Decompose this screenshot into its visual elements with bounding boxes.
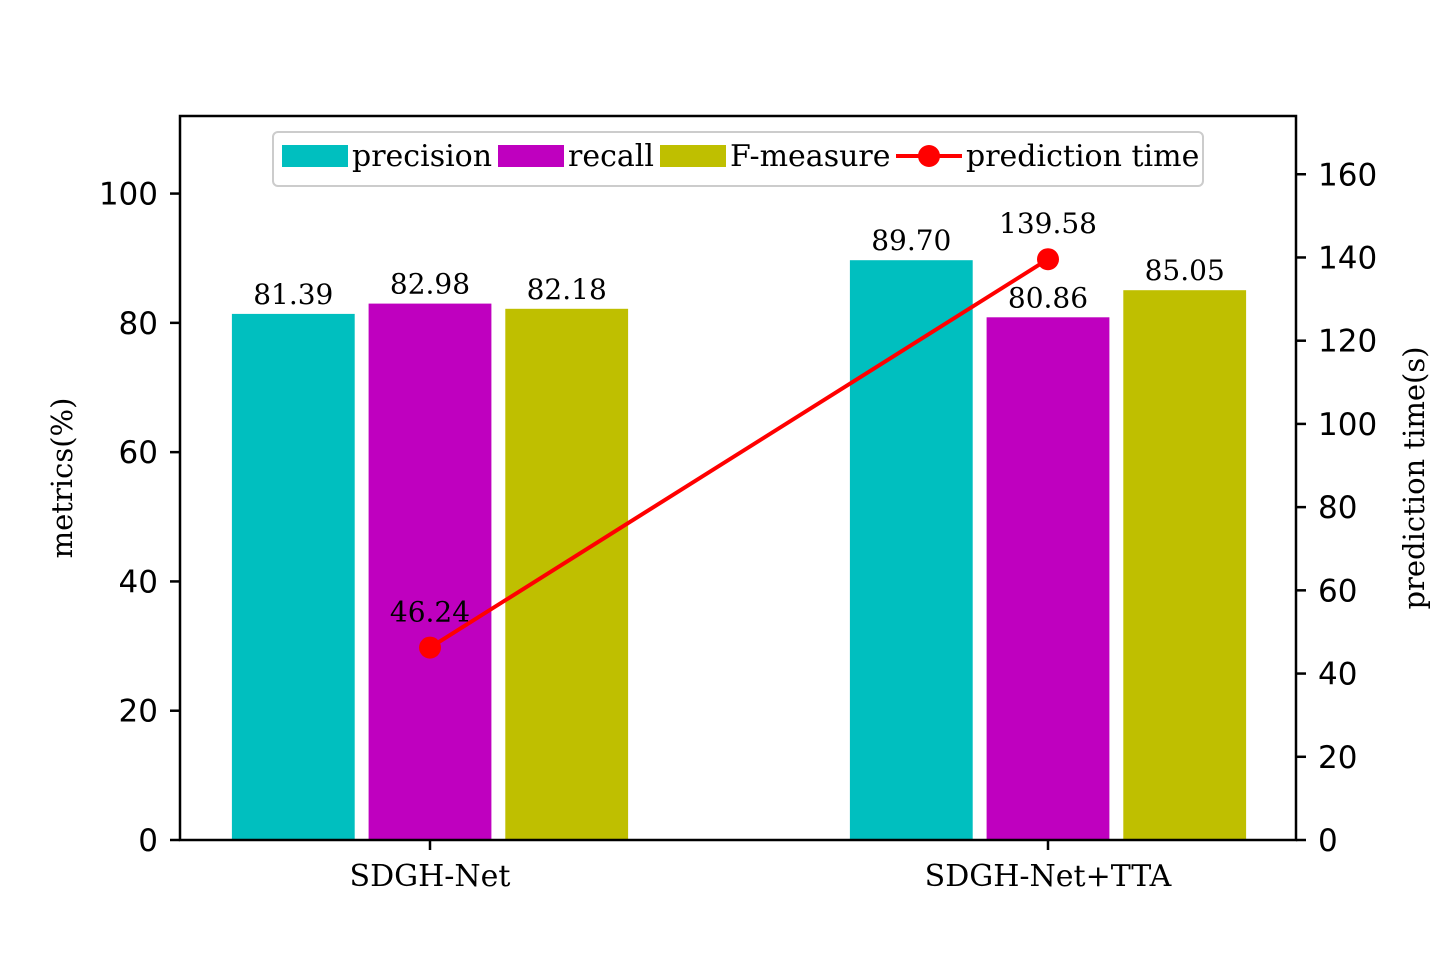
y-tick-label-right-120: 120 [1318,324,1377,360]
bar-precision-1 [849,260,973,840]
y-tick-label-right-0: 0 [1318,823,1338,859]
y-tick-label-left-40: 40 [119,564,158,600]
y-axis-title-right: prediction time(s) [1397,346,1431,609]
y-tick-label-left-60: 60 [119,435,158,471]
axes-layer: 0 20 40 60 80 100 0 20 40 60 80 100 120 140 160 SDGH-Ne… [45,114,1431,894]
x-tick-label-0: SDGH-Net [350,859,511,894]
y-tick-label-right-40: 40 [1318,657,1357,693]
y-tick-label-right-140: 140 [1318,240,1377,276]
legend: precision recall F-measure prediction time [272,131,1204,187]
legend-recall-swatch [498,145,564,167]
legend-precision-label: precision [352,139,492,174]
data-label-recall-1: 80.86 [1008,281,1088,314]
y-tick-label-right-20: 20 [1318,740,1357,776]
prediction-time-point-0 [419,636,441,659]
legend-precision-swatch [282,145,348,167]
y-tick-label-left-0: 0 [138,823,158,859]
data-label-precision-1: 89.70 [871,224,951,257]
prediction-time-point-1 [1037,248,1059,271]
plot-frame [178,114,1298,842]
bar-recall-0 [368,303,492,841]
y-tick-label-left-80: 80 [119,306,158,342]
legend-prediction-time-label: prediction time [966,139,1199,174]
bar-precision-0 [231,313,355,840]
legend-recall-label: recall [568,139,654,174]
y-tick-label-right-100: 100 [1318,407,1377,443]
prediction-time-label-0: 46.24 [390,596,470,629]
bars-layer [231,260,1247,841]
y-tick-label-right-160: 160 [1318,157,1377,193]
line-layer [419,248,1059,659]
y-axis-title-left: metrics(%) [45,398,79,559]
data-label-f-measure-1: 85.05 [1145,254,1225,287]
prediction-time-line [428,257,1050,650]
legend-f-measure-swatch [660,145,726,167]
y-tick-label-right-80: 80 [1318,490,1357,526]
prediction-time-label-1: 139.58 [999,207,1097,240]
bar-f-measure-0 [505,308,629,840]
y-tick-label-left-100: 100 [99,177,158,213]
data-label-f-measure-0: 82.18 [527,273,607,306]
labels-layer: 81.39 89.70 82.98 80.86 82.18 85.05 46.24 139.5… [253,207,1225,628]
data-label-precision-0: 81.39 [253,278,333,311]
y-tick-label-left-20: 20 [119,694,158,730]
legend-prediction-time-marker [918,145,940,167]
bar-f-measure-1 [1123,290,1247,840]
legend-f-measure-label: F-measure [730,139,891,174]
bar-recall-1 [986,317,1110,840]
y-tick-label-right-60: 60 [1318,573,1357,609]
data-label-recall-0: 82.98 [390,268,470,301]
x-tick-label-1: SDGH-Net+TTA [925,859,1172,894]
